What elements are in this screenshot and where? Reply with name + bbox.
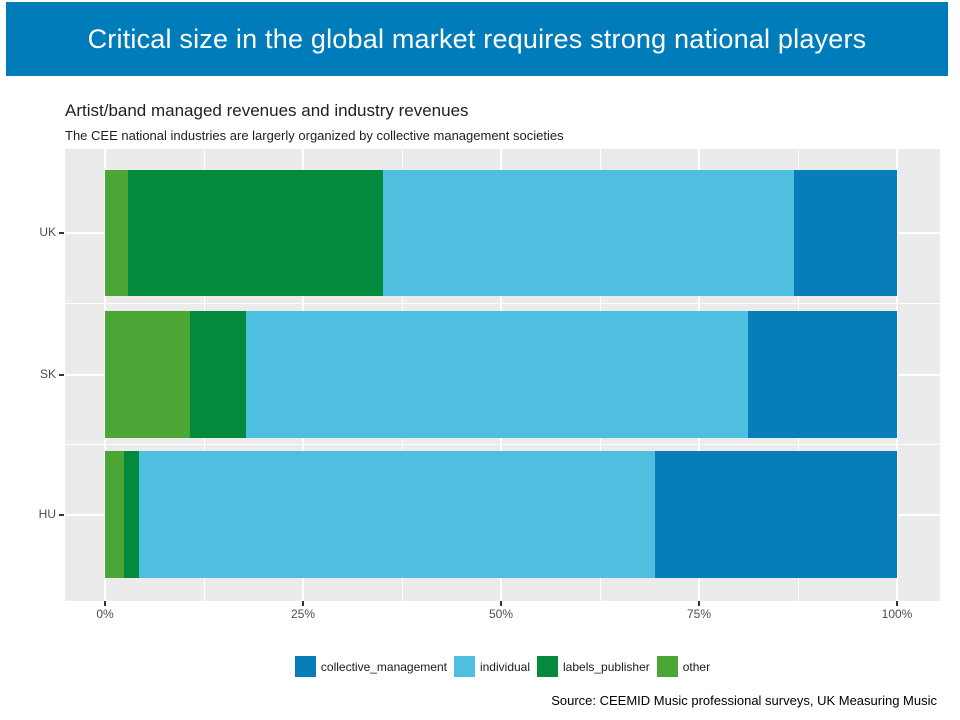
- source-note: Source: CEEMID Music professional survey…: [551, 693, 937, 708]
- x-axis-label: 25%: [290, 607, 316, 621]
- bar-segment-HU-other: [105, 451, 124, 578]
- legend-item-collective_management: collective_management: [294, 656, 447, 677]
- y-axis-label: UK: [39, 225, 56, 239]
- legend-key-individual: [453, 656, 475, 677]
- bar-segment-SK-labels_publisher: [189, 311, 246, 438]
- x-axis-label: 50%: [488, 607, 514, 621]
- chart-subtitle: The CEE national industries are largerly…: [65, 128, 564, 143]
- y-axis-label: HU: [38, 506, 56, 521]
- gridline-horizontal-minor: [65, 444, 940, 445]
- bar-segment-UK-collective_management: [794, 170, 897, 296]
- x-axis-tick: [104, 601, 106, 606]
- bar-segment-SK-individual: [245, 311, 749, 438]
- x-axis-tick: [500, 601, 502, 606]
- x-axis-tick: [698, 601, 700, 606]
- bar-segment-SK-other: [105, 311, 190, 438]
- slide-title: Critical size in the global market requi…: [87, 23, 867, 54]
- y-axis-tick: [59, 373, 64, 376]
- bar-segment-UK-other: [105, 170, 128, 296]
- bar-segment-UK-labels_publisher: [127, 170, 383, 296]
- plot-panel: [65, 149, 940, 601]
- legend-item-individual: individual: [453, 656, 531, 677]
- title-banner: Critical size in the global market requi…: [6, 2, 948, 76]
- y-axis-tick: [59, 232, 64, 234]
- bar-segment-HU-labels_publisher: [124, 451, 140, 578]
- legend-label-labels_publisher: labels_publisher: [563, 659, 650, 674]
- gridline-horizontal-minor: [65, 303, 940, 304]
- x-axis-label: 100%: [881, 607, 913, 621]
- x-axis-tick: [896, 601, 898, 606]
- legend-key-collective_management: [294, 656, 316, 677]
- legend-label-collective_management: collective_management: [320, 659, 447, 674]
- x-axis-label: 0%: [96, 607, 114, 621]
- legend-key-labels_publisher: [537, 656, 559, 677]
- legend-label-individual: individual: [479, 659, 531, 674]
- x-axis-label: 75%: [686, 607, 712, 621]
- bar-segment-UK-individual: [382, 170, 795, 296]
- chart-title: Artist/band managed revenues and industr…: [65, 101, 469, 120]
- bar-segment-HU-collective_management: [655, 451, 897, 578]
- chart-legend: collective_management individual labels_pu…: [65, 656, 940, 677]
- bar-segment-HU-individual: [139, 451, 656, 578]
- bar-segment-SK-collective_management: [748, 311, 897, 438]
- y-axis-label: SK: [39, 366, 56, 381]
- legend-label-other: other: [682, 659, 711, 674]
- legend-item-other: other: [656, 656, 711, 677]
- legend-item-labels_publisher: labels_publisher: [537, 656, 650, 677]
- legend-key-other: [656, 656, 678, 677]
- y-axis-tick: [59, 513, 64, 516]
- x-axis-tick: [302, 601, 304, 606]
